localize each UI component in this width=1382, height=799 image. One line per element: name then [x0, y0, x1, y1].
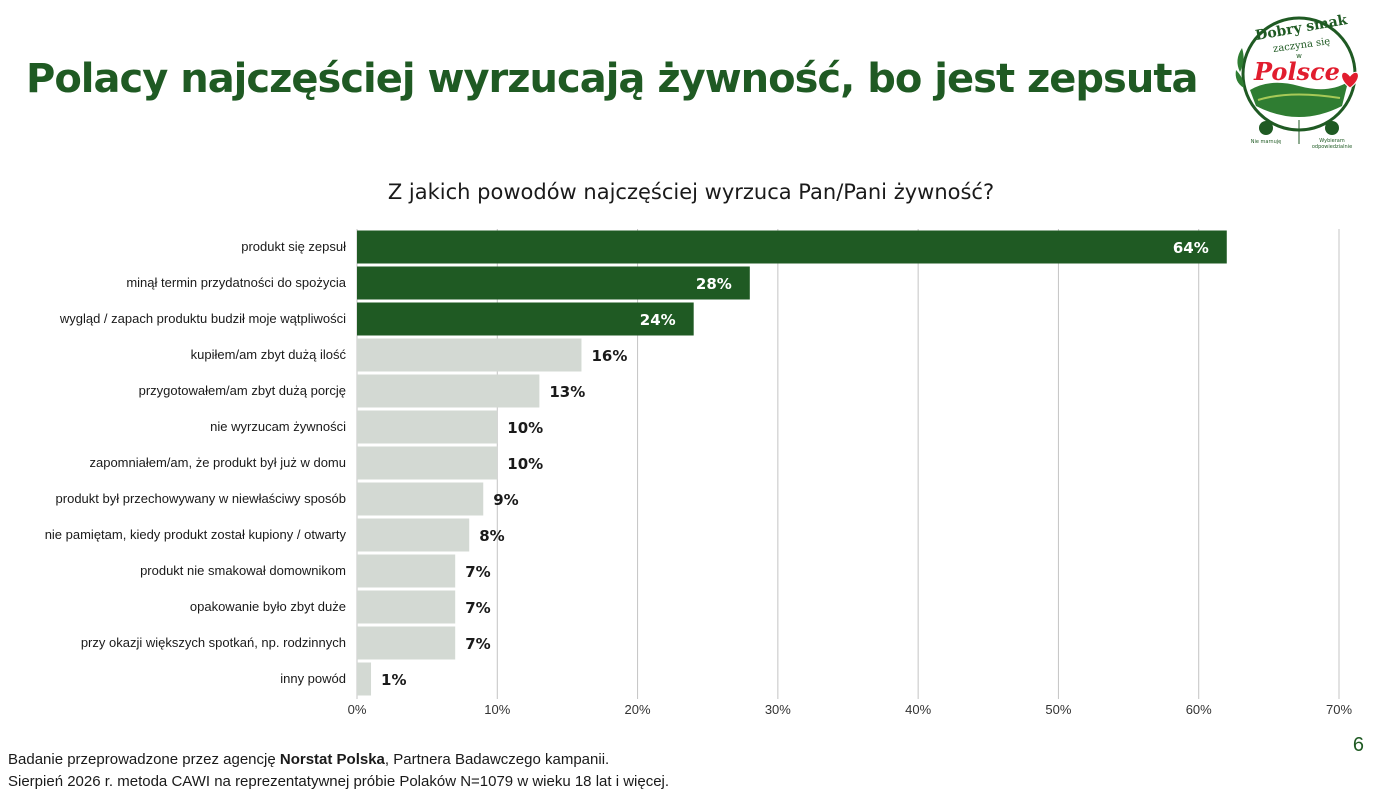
logo-fields-icon — [1250, 82, 1348, 117]
category-label: kupiłem/am zbyt dużą ilość — [191, 347, 347, 362]
bar-highlighted — [357, 302, 694, 336]
logo-text-line4: Polsce — [1253, 57, 1340, 86]
bar — [357, 626, 456, 660]
category-label: opakowanie było zbyt duże — [190, 599, 346, 614]
data-label: 13% — [549, 383, 585, 401]
data-label: 10% — [507, 455, 543, 473]
x-tick-label: 0% — [348, 702, 367, 717]
category-label: produkt był przechowywany w niewłaściwy … — [56, 491, 346, 506]
heart-icon — [1341, 71, 1359, 89]
chart-title: Z jakich powodów najczęściej wyrzuca Pan… — [387, 180, 995, 204]
page-title: Polacy najczęściej wyrzucają żywność, bo… — [26, 56, 1198, 102]
bar-highlighted — [357, 266, 750, 300]
data-label: 64% — [1173, 239, 1209, 257]
category-label: wygląd / zapach produktu budził moje wąt… — [59, 311, 346, 326]
leaf-badge-icon — [1259, 121, 1273, 135]
data-label: 9% — [493, 491, 518, 509]
campaign-logo: Dobry smak zaczyna się w Polsce Nie marn… — [1235, 12, 1359, 150]
bar-highlighted — [357, 230, 1227, 264]
logo-text-line3: w — [1296, 52, 1302, 60]
footnote-line-2: Sierpień 2026 r. metoda CAWI na reprezen… — [8, 773, 670, 790]
bar-chart: 0% 10% 20% 30% 40% 50% 60% 70% produkt się zepsu… — [45, 229, 1352, 717]
page-number: 6 — [1352, 734, 1364, 756]
category-label: inny powód — [280, 671, 346, 686]
footnote-agency: Norstat Polska — [279, 751, 385, 768]
category-label: nie wyrzucam żywności — [210, 419, 346, 434]
logo-badge-right-1: Wybieram — [1319, 138, 1345, 144]
data-label: 8% — [479, 527, 504, 545]
data-label: 16% — [591, 347, 627, 365]
data-label: 7% — [465, 635, 490, 653]
logo-field-line — [1257, 93, 1341, 101]
bar — [357, 446, 498, 480]
logo-leaf-icon — [1235, 70, 1244, 88]
x-tick-label: 60% — [1186, 702, 1212, 717]
data-label: 1% — [381, 671, 406, 689]
logo-leaf-icon — [1237, 48, 1244, 72]
bar — [357, 590, 456, 624]
data-label: 7% — [465, 563, 490, 581]
bar — [357, 482, 484, 516]
data-label: 24% — [640, 311, 676, 329]
footnote-prefix: Badanie przeprowadzone przez agencję — [8, 751, 280, 768]
bar — [357, 662, 372, 696]
category-label: nie pamiętam, kiedy produkt został kupio… — [45, 527, 347, 542]
footnote-line-1: Badanie przeprowadzone przez agencję Nor… — [8, 751, 609, 768]
category-label: przygotowałem/am zbyt dużą porcję — [139, 383, 346, 398]
bar — [357, 338, 582, 372]
data-label: 10% — [507, 419, 543, 437]
bar — [357, 374, 540, 408]
data-label: 28% — [696, 275, 732, 293]
category-label: produkt nie smakował domownikom — [140, 563, 346, 578]
x-tick-label: 10% — [484, 702, 510, 717]
bar — [357, 410, 498, 444]
category-label: minął termin przydatności do spożycia — [126, 275, 346, 290]
x-tick-label: 70% — [1326, 702, 1352, 717]
bar — [357, 554, 456, 588]
x-tick-label: 40% — [905, 702, 931, 717]
x-tick-label: 30% — [765, 702, 791, 717]
people-badge-icon — [1325, 121, 1339, 135]
category-label: przy okazji większych spotkań, np. rodzi… — [81, 635, 346, 650]
x-tick-label: 20% — [625, 702, 651, 717]
category-label: produkt się zepsuł — [241, 239, 346, 254]
footnote-suffix: , Partnera Badawczego kampanii. — [384, 751, 610, 768]
category-label: zapomniałem/am, że produkt był już w dom… — [89, 455, 346, 470]
data-label: 7% — [465, 599, 490, 617]
logo-badge-left: Nie marnuję — [1251, 139, 1282, 145]
x-tick-label: 50% — [1045, 702, 1071, 717]
bar — [357, 518, 470, 552]
logo-badge-right-2: odpowiedzialnie — [1312, 144, 1352, 150]
